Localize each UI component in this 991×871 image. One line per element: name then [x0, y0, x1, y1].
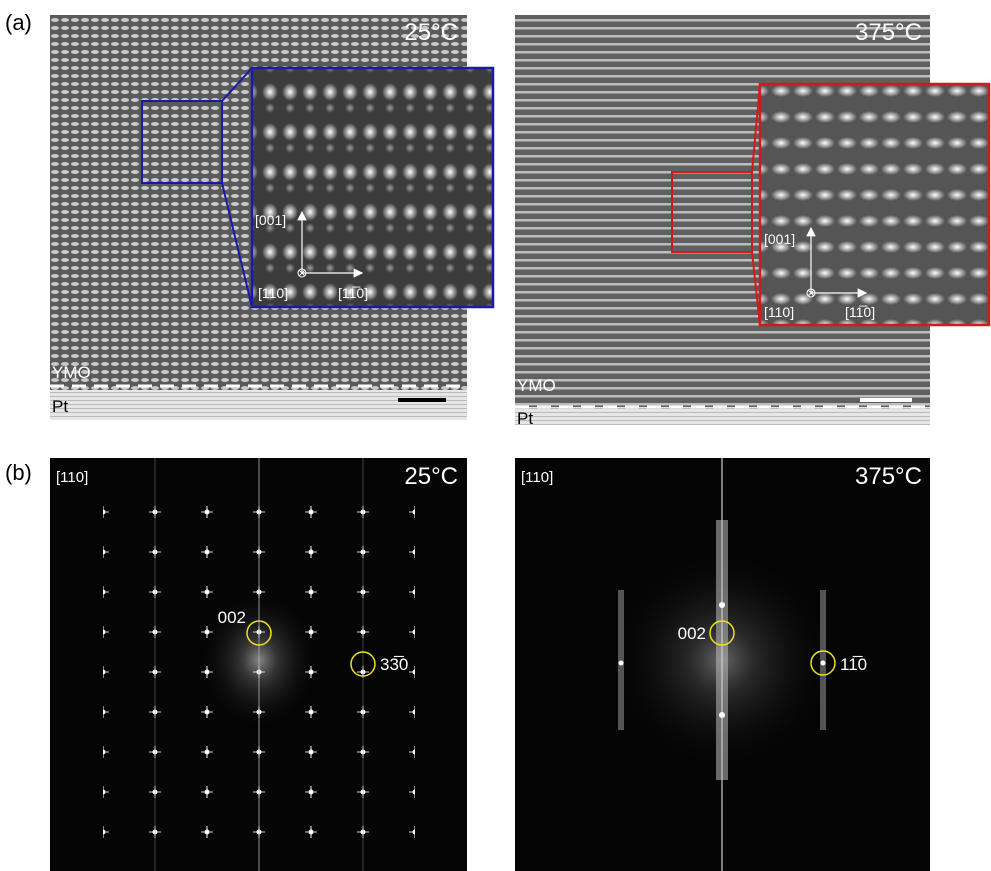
- temperature: 375°C: [855, 463, 922, 490]
- fft-image-25: [110] 25°C 002 33̅0: [50, 458, 467, 871]
- tem-image-25: 25°C [001] [110] [11̅0] YMO Pt: [50, 15, 493, 420]
- zone-axis: [110]: [56, 469, 88, 486]
- axis-label: [110]: [764, 304, 794, 320]
- layer-label: YMO: [52, 363, 91, 382]
- fft-image-375: [110] 375°C 002 11̅0: [515, 458, 930, 871]
- temperature: 25°C: [404, 19, 458, 46]
- panel-label: (b): [5, 460, 32, 485]
- axis-label: [11̅0]: [338, 285, 368, 301]
- panel-label: (a): [5, 10, 32, 35]
- zone-axis: [110]: [521, 469, 553, 486]
- axis-label: [11̅0]: [845, 304, 875, 320]
- axis-label: [110]: [258, 285, 288, 301]
- axis-label: [001]: [764, 231, 795, 247]
- figure: (a) 25°C [001] [110] [11̅0] YMO Pt 375°C…: [0, 0, 991, 871]
- layer-label: Pt: [52, 397, 68, 416]
- layer-label: Pt: [517, 409, 533, 428]
- spot-label: 33̅0: [380, 655, 408, 674]
- spot-label: 002: [678, 624, 706, 643]
- axis-label: [001]: [255, 212, 286, 228]
- spot-label: 11̅0: [840, 655, 867, 674]
- spot-label: 002: [218, 608, 246, 627]
- temperature: 25°C: [404, 463, 458, 490]
- tem-image-375: 375°C [001] [110] [11̅0] YMO Pt: [515, 15, 989, 428]
- layer-label: YMO: [517, 376, 556, 395]
- temperature: 375°C: [855, 19, 922, 46]
